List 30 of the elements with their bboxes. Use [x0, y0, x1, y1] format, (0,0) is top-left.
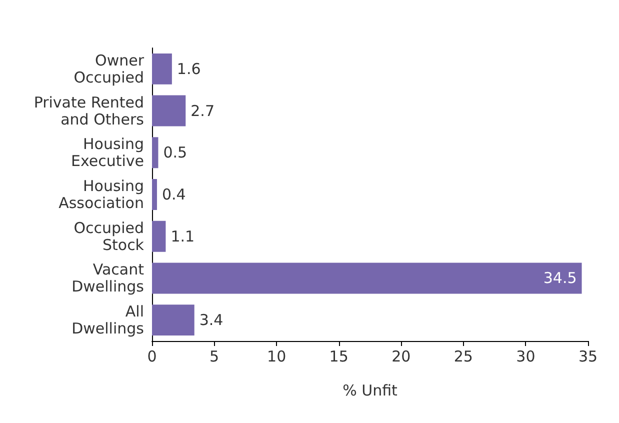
x-axis-title: % Unfit: [342, 382, 398, 400]
x-tick-label: 15: [329, 348, 348, 366]
data-label: 1.6: [176, 60, 201, 78]
x-tick-label: 35: [578, 348, 598, 366]
bar: [152, 95, 186, 126]
data-label: 1.1: [170, 227, 195, 246]
x-tick-label: 0: [147, 348, 157, 366]
bar: [152, 53, 172, 84]
bar: [152, 304, 194, 336]
bar: [152, 137, 158, 168]
data-label: 3.4: [199, 311, 224, 330]
data-label: 2.7: [190, 102, 214, 120]
x-tick-label: 30: [516, 348, 536, 366]
y-tick-label: All Dwellings: [72, 302, 144, 338]
y-tick-label: Owner Occupied: [74, 51, 145, 86]
data-label: 0.5: [163, 144, 188, 162]
y-tick-label: Occupied Stock: [74, 218, 144, 254]
data-label: 34.5: [543, 269, 577, 288]
x-tick-label: 20: [392, 348, 411, 366]
bar: [152, 262, 582, 294]
x-tick-label: 25: [454, 348, 473, 366]
data-label: 0.4: [162, 186, 186, 204]
x-tick-label: 5: [210, 348, 220, 366]
x-tick-label: 10: [267, 348, 286, 366]
y-tick-label: Private Rented and Others: [34, 93, 144, 128]
y-tick-label: Vacant Dwellings: [72, 260, 144, 296]
y-tick-label: Housing Association: [58, 177, 144, 212]
y-tick-label: Housing Executive: [70, 135, 144, 170]
bar: [152, 220, 166, 252]
bar: [152, 179, 157, 210]
